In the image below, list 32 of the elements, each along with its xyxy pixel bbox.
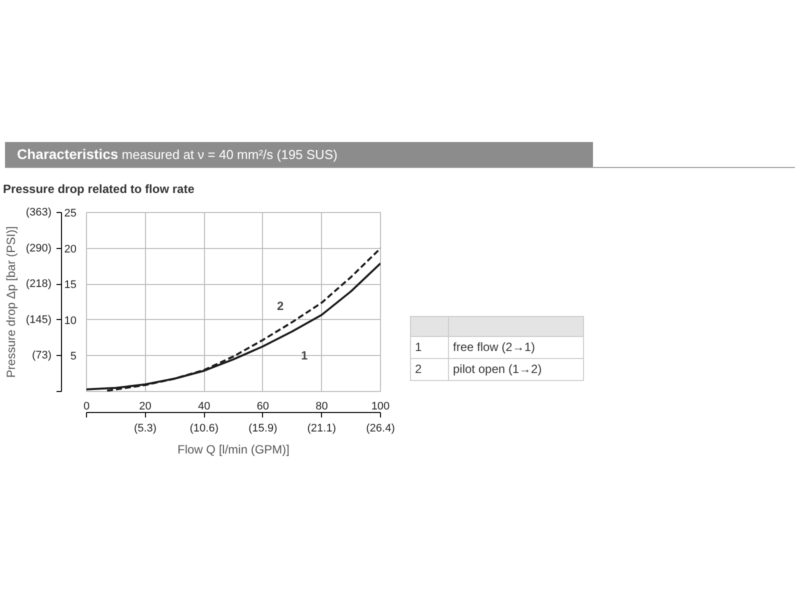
y2-tick-label: (363) [26,206,52,218]
x2-tick-label: (5.3) [134,422,157,434]
text: pilot open (1→2) [448,358,584,381]
y-tick-label: 15 [64,279,77,292]
series-label: 2 [276,299,284,314]
x-tick-label: 20 [139,400,152,412]
chart-subtitle: measured at ν = 40 mm²/s (195 SUS) [122,147,338,162]
y2-tick-label: (290) [26,242,52,254]
x-tick-label: 60 [256,400,270,412]
y2-tick-label: (218) [26,278,52,290]
y2-tick-label: (73) [32,350,52,362]
y2-axis-title: Pressure drop Δp [bar (PSI)] [4,226,18,378]
text: 2 [410,358,448,381]
y-tick-label: 5 [70,350,77,363]
text: Pressure drop related to flow rate [3,182,194,196]
text: 1 [410,336,448,359]
y2-tick-label: (145) [26,314,52,326]
x-tick-label: 80 [316,400,328,412]
x2-tick-label: (26.4) [366,422,395,434]
x-tick-label: 100 [371,400,390,412]
x-axis-title: Flow Q [l/min (GPM)] [178,442,290,456]
y-tick-label: 10 [64,314,77,327]
x2-tick-label: (10.6) [190,422,219,434]
text: free flow (2→1) [448,336,584,359]
x2-tick-label: (21.1) [307,422,336,434]
x-tick-label: 40 [198,400,210,412]
chart-title: Characteristics [17,146,118,162]
series-label: 1 [300,348,308,362]
y-tick-label: 25 [64,208,77,220]
y-tick-label: 20 [64,243,77,256]
x-tick-label: 0 [83,400,90,412]
x2-tick-label: (15.9) [248,422,278,434]
